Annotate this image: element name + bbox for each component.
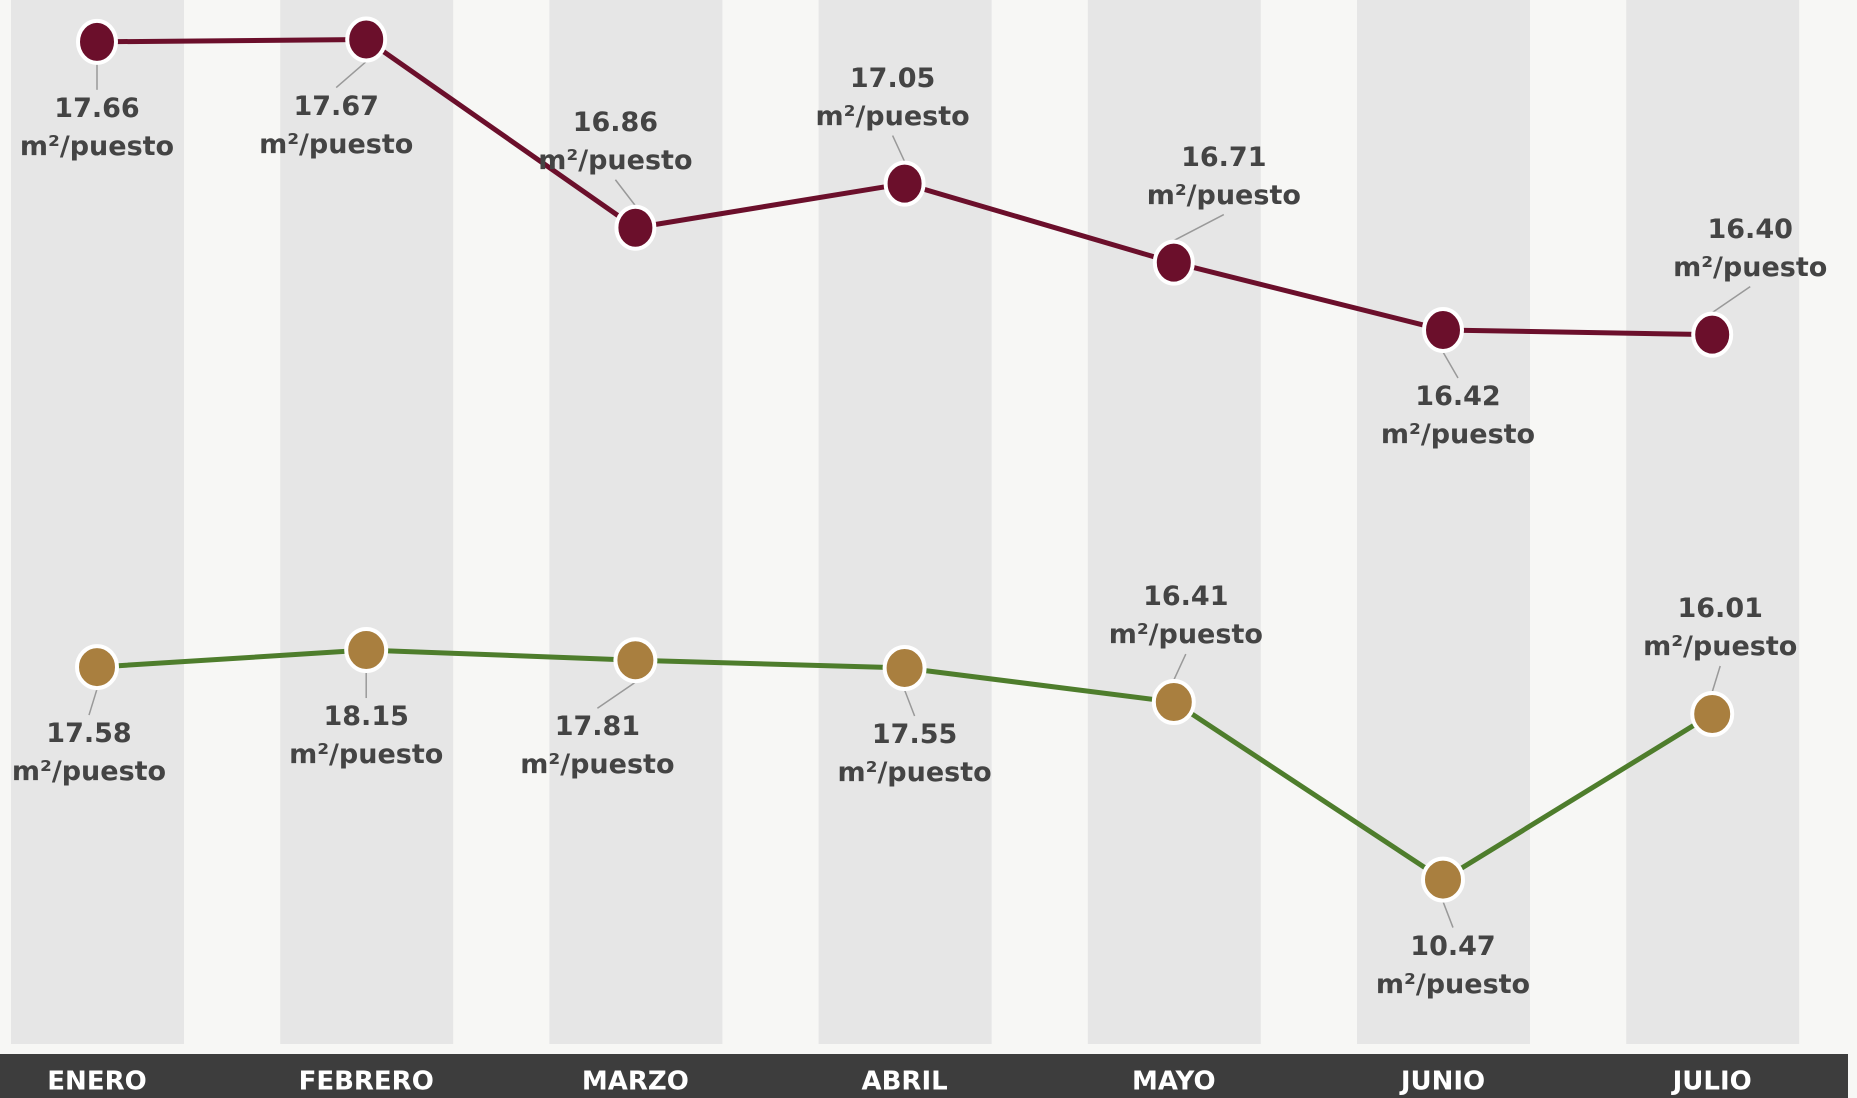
- marker: [1690, 690, 1735, 737]
- data-label: 17.81 m²/puesto: [520, 711, 675, 781]
- data-label: 16.40 m²/puesto: [1673, 213, 1828, 283]
- stripe: [1087, 0, 1261, 1044]
- leader-line: [903, 689, 916, 717]
- marker: [1421, 856, 1465, 903]
- data-label: 18.15 m²/puesto: [289, 701, 444, 771]
- data-label: 17.66 m²/puesto: [19, 92, 175, 162]
- marker: [1151, 679, 1196, 726]
- x-tick-label: ABRIL: [861, 1067, 947, 1097]
- marker: [1152, 239, 1195, 286]
- data-label: 17.58 m²/puesto: [11, 718, 167, 788]
- x-tick-label: ENERO: [47, 1067, 146, 1097]
- stripe: [818, 0, 992, 1044]
- leader-line: [1711, 286, 1751, 314]
- data-label: 16.71 m²/puesto: [1146, 141, 1301, 211]
- data-label: 16.42 m²/puesto: [1380, 380, 1536, 450]
- leader-line: [1173, 653, 1187, 681]
- leader-line: [335, 60, 367, 89]
- leader-line: [614, 179, 636, 207]
- marker: [76, 18, 118, 65]
- marker: [614, 204, 657, 251]
- data-label: 17.05 m²/puesto: [815, 62, 970, 132]
- stripe: [11, 0, 184, 1044]
- marker: [1691, 311, 1734, 358]
- marker: [345, 16, 388, 63]
- stripe: [280, 0, 454, 1044]
- x-tick-label: JULIO: [1671, 1067, 1752, 1097]
- marker: [75, 644, 119, 691]
- data-label: 16.86 m²/puesto: [538, 106, 693, 176]
- x-tick-label: MARZO: [582, 1067, 689, 1097]
- stripe: [549, 0, 723, 1044]
- marker: [344, 627, 389, 674]
- month-bar: [0, 1054, 1848, 1098]
- leader-line: [891, 135, 906, 162]
- x-tick-label: JUNIO: [1399, 1067, 1485, 1097]
- data-label: 10.47 m²/puesto: [1375, 930, 1531, 1000]
- leader-line: [1173, 213, 1225, 242]
- leader-line: [1442, 351, 1459, 379]
- marker: [883, 160, 926, 207]
- marker: [613, 637, 658, 684]
- leader-line: [1711, 665, 1721, 693]
- x-tick-label: MAYO: [1132, 1067, 1216, 1097]
- leader-line: [88, 688, 98, 716]
- marker: [882, 644, 927, 691]
- data-label: 17.55 m²/puesto: [837, 718, 992, 788]
- data-label: 16.41 m²/puesto: [1108, 581, 1263, 651]
- x-tick-label: FEBRERO: [299, 1067, 434, 1097]
- leader-line: [1442, 901, 1454, 928]
- data-label: 17.67 m²/puesto: [259, 90, 414, 160]
- leader-line: [596, 681, 636, 709]
- stripe: [1626, 0, 1800, 1044]
- marker: [1422, 306, 1464, 353]
- data-label: 16.01 m²/puesto: [1643, 592, 1798, 662]
